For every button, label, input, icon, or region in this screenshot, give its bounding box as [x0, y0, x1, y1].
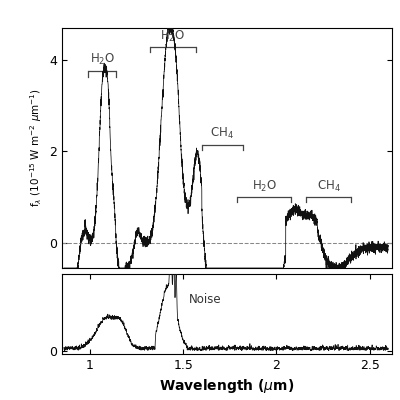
Text: CH$_4$: CH$_4$: [210, 126, 234, 141]
Y-axis label: f$_\lambda$ (10$^{-15}$ W m$^{-2}$ $\mu$m$^{-1}$): f$_\lambda$ (10$^{-15}$ W m$^{-2}$ $\mu$…: [28, 88, 44, 208]
Text: H$_2$O: H$_2$O: [160, 29, 186, 44]
X-axis label: Wavelength ($\mu$m): Wavelength ($\mu$m): [160, 378, 294, 396]
Text: CH$_4$: CH$_4$: [317, 179, 340, 194]
Text: H$_2$O: H$_2$O: [90, 52, 115, 67]
Text: H$_2$O: H$_2$O: [252, 179, 277, 194]
Text: Noise: Noise: [189, 293, 222, 306]
